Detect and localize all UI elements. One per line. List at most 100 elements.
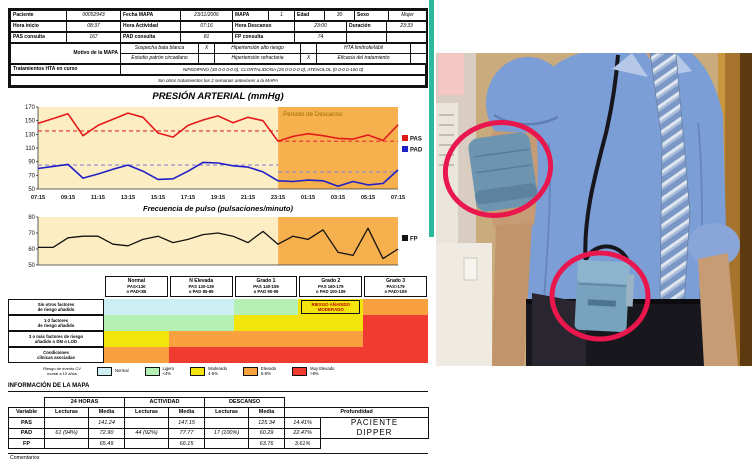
legend-label: Moderado 4-5% (208, 366, 227, 376)
field-value: 74 (294, 32, 347, 43)
field-value: 1 (268, 10, 295, 21)
field-value: 23:00 (294, 21, 347, 32)
x-tick-label: 05:15 (361, 195, 375, 201)
pulse-chart-title: Frecuencia de pulso (pulsaciones/minuto) (142, 204, 294, 213)
risk-cell (168, 331, 234, 347)
empty-cell (321, 439, 429, 449)
x-tick-label: 07:15 (31, 195, 45, 201)
col-header: Media (248, 406, 286, 418)
y-tick-label: 130 (25, 132, 36, 138)
col-header: Variable (8, 406, 45, 418)
risk-corner-cell (8, 276, 104, 299)
comments-title: Comentarios (8, 454, 428, 460)
field-value: Mujer (388, 10, 427, 21)
field-label: Paciente (10, 10, 67, 21)
info-section-title: INFORMACIÓN DE LA MAPA (8, 383, 428, 392)
field-value: 167 (66, 32, 121, 43)
risk-cell: RIESGO AÑADIDO MODERADO (298, 299, 364, 315)
sleeve-fold (493, 113, 559, 126)
cardiovascular-risk-table: Normal PAS<130 o PAD<85 N Elevada PAS 130-13… (8, 276, 428, 377)
light-switch (463, 257, 478, 281)
group-header-descanso: DESCANSO (204, 396, 286, 408)
x-tick-label: 15:15 (151, 195, 165, 201)
row-variable: PAD (8, 427, 45, 440)
legend-label: PAD (410, 148, 423, 154)
risk-legend-item: Elevado 5-8% (243, 366, 276, 377)
empty-cell (285, 397, 321, 407)
treatments-table: Tratamientos HTA en curso NIFEDIPINO (30… (10, 64, 426, 75)
risk-cell (104, 299, 169, 315)
treatments-note: Sin otros tratamientos las 2 semanas ant… (10, 75, 426, 86)
cell: 61 (94%) (44, 427, 89, 440)
bp-chart-title: PRESIÓN ARTERIAL (mmHg) (152, 91, 284, 102)
x-tick-label: 11:15 (91, 195, 105, 201)
cell: 141.24 (87, 416, 126, 429)
group-header-24h: 24 HORAS (43, 396, 126, 408)
wood-frame-shadow (740, 53, 752, 366)
risk-cell (363, 315, 428, 331)
forearm (698, 253, 738, 366)
activity-period-background (38, 217, 279, 265)
y-tick-label: 110 (25, 146, 35, 152)
risk-legend-item: Moderado 4-5% (190, 366, 227, 377)
y-tick-label: 170 (25, 105, 36, 111)
field-label: MAPA (232, 10, 269, 21)
motivo-label: Motivo de la MAPA (10, 43, 121, 64)
motivo-table: Motivo de la MAPA Sospecha bata blanca X … (10, 43, 427, 64)
risk-cell (363, 347, 428, 363)
risk-row-label: 1-2 factores de riesgo añadido (8, 315, 104, 331)
pad-line (37, 161, 399, 188)
table-row-pas: PAS 141.24 147.15 125.34 14.41% PACIENTE… (8, 416, 430, 440)
risk-cell (104, 331, 169, 347)
device-circle-annotation (549, 250, 651, 342)
x-tick-label: 19:15 (211, 195, 225, 201)
pink-paper (438, 53, 464, 95)
risk-cell (298, 347, 364, 363)
y-tick-label: 80 (28, 215, 35, 221)
dark-bag (532, 293, 586, 366)
motivo-checkbox (300, 43, 317, 54)
legend-label: Ligero <4% (162, 366, 175, 376)
risk-column-header: N Elevada PAS 130-139 o PAD 85-89 (169, 276, 233, 297)
motivo-checkbox (198, 53, 215, 64)
treatments-note-table: Sin otros tratamientos las 2 semanas ant… (10, 75, 426, 86)
cell: 63.76 (248, 438, 286, 450)
risk-grid: Normal PAS<130 o PAD<85 N Elevada PAS 130-13… (8, 276, 428, 363)
risk-cell (298, 331, 364, 347)
field-label: Hora Actividad (120, 21, 181, 32)
cell (44, 416, 89, 429)
legend-swatch (243, 367, 258, 377)
cell: 125.34 (248, 416, 286, 429)
cell (204, 438, 250, 450)
cell: 72.90 (87, 427, 126, 440)
row-variable: FP (8, 438, 45, 450)
abpm-device (574, 259, 635, 333)
legend-swatch (402, 146, 408, 152)
y-tick-label: 90 (28, 160, 35, 166)
y-tick-label: 70 (28, 173, 35, 179)
risk-cell (168, 299, 234, 315)
rest-period-background (278, 217, 398, 265)
pulse-chart: 50 60 70 80 FP (28, 215, 417, 269)
risk-cell (233, 315, 299, 331)
fp-line (38, 227, 399, 260)
patient-row-3: PAS consulta 167 PAD consulta 81 FP consul… (10, 32, 427, 43)
x-tick-label: 09:15 (61, 195, 75, 201)
risk-highlight-cell: RIESGO AÑADIDO MODERADO (301, 300, 361, 314)
field-value: 07:16 (180, 21, 233, 32)
risk-column-header: Normal PAS<130 o PAD<85 (105, 276, 168, 297)
risk-cell (104, 347, 169, 363)
shirt-collar (612, 53, 648, 77)
legend-swatch (292, 367, 308, 377)
risk-cell (168, 347, 234, 363)
risk-legend-items: Normal Ligero <4% Moderado 4-5% Elevado 5-8% Mu… (97, 366, 334, 377)
field-label: Fecha MAPA (120, 10, 181, 21)
y-tick-label: 70 (28, 231, 35, 237)
x-tick-label: 21:15 (241, 195, 255, 201)
rest-period-label: Periodo de Descanso (283, 111, 343, 118)
x-tick-label: 01:15 (301, 195, 315, 201)
cell: 3.61% (284, 438, 322, 450)
motivo-option: Hipertensión refractaria (214, 53, 301, 64)
legend-swatch (190, 367, 206, 377)
col-header: Lecturas (204, 406, 250, 418)
